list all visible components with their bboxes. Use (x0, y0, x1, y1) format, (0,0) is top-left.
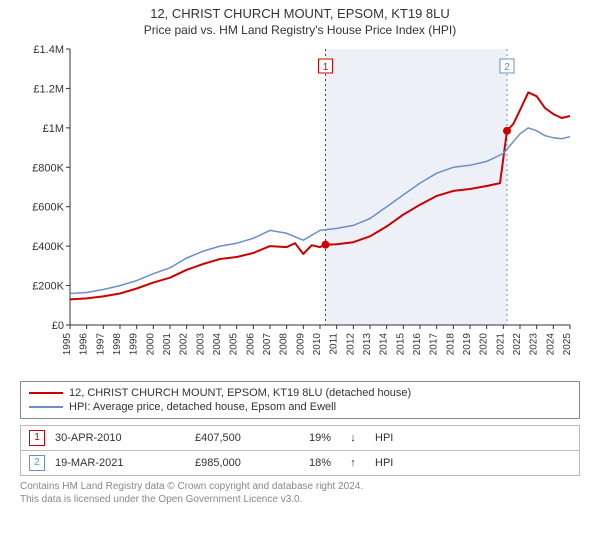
svg-text:2024: 2024 (545, 333, 556, 356)
arrow-down-icon: ↓ (341, 432, 365, 444)
svg-text:2000: 2000 (145, 333, 156, 356)
svg-text:2006: 2006 (245, 333, 256, 356)
svg-text:1999: 1999 (129, 333, 140, 356)
svg-text:£1.2M: £1.2M (33, 83, 64, 95)
svg-text:2020: 2020 (479, 333, 490, 356)
chart-area: £0 £200K £400K £600K £800K £1M £1.2M £1.4M 1995 1… (20, 45, 580, 375)
legend: 12, CHRIST CHURCH MOUNT, EPSOM, KT19 8LU… (20, 381, 580, 419)
svg-text:2017: 2017 (429, 333, 440, 356)
svg-text:2012: 2012 (345, 333, 356, 356)
svg-text:2009: 2009 (295, 333, 306, 356)
svg-text:£400K: £400K (32, 241, 64, 253)
sale-vs-label: HPI (375, 432, 571, 444)
sale-date: 30-APR-2010 (55, 432, 185, 444)
svg-text:£1M: £1M (43, 123, 64, 135)
svg-text:2008: 2008 (279, 333, 290, 356)
svg-text:2022: 2022 (512, 333, 523, 356)
svg-text:1997: 1997 (95, 333, 106, 356)
legend-row: 12, CHRIST CHURCH MOUNT, EPSOM, KT19 8LU… (29, 386, 571, 400)
svg-text:2010: 2010 (312, 333, 323, 356)
sale-marker-number: 1 (34, 433, 40, 443)
svg-text:2016: 2016 (412, 333, 423, 356)
svg-text:2025: 2025 (562, 333, 573, 356)
svg-text:1998: 1998 (112, 333, 123, 356)
svg-text:2007: 2007 (262, 333, 273, 356)
svg-text:1995: 1995 (62, 333, 73, 356)
svg-text:£0: £0 (52, 320, 64, 332)
svg-text:2002: 2002 (179, 333, 190, 356)
svg-text:2019: 2019 (462, 333, 473, 356)
footer-line: Contains HM Land Registry data © Crown c… (20, 480, 580, 493)
table-row: 2 19-MAR-2021 £985,000 18% ↑ HPI (21, 450, 579, 475)
svg-text:2021: 2021 (495, 333, 506, 356)
svg-text:1996: 1996 (79, 333, 90, 356)
svg-text:£1.4M: £1.4M (33, 45, 64, 56)
svg-text:2003: 2003 (195, 333, 206, 356)
svg-text:2013: 2013 (362, 333, 373, 356)
footer: Contains HM Land Registry data © Crown c… (20, 480, 580, 506)
svg-text:2011: 2011 (329, 333, 340, 355)
title-sub: Price paid vs. HM Land Registry's House … (0, 23, 600, 37)
sale-date: 19-MAR-2021 (55, 457, 185, 469)
svg-text:£600K: £600K (32, 202, 64, 214)
chart-container: 12, CHRIST CHURCH MOUNT, EPSOM, KT19 8LU… (0, 0, 600, 560)
legend-label: HPI: Average price, detached house, Epso… (69, 401, 336, 413)
svg-text:1: 1 (323, 62, 329, 73)
legend-row: HPI: Average price, detached house, Epso… (29, 400, 571, 414)
svg-text:2015: 2015 (395, 333, 406, 356)
sale-pct: 19% (295, 432, 331, 444)
svg-text:2018: 2018 (445, 333, 456, 356)
legend-swatch (29, 406, 63, 408)
footer-line: This data is licensed under the Open Gov… (20, 493, 580, 506)
svg-text:2001: 2001 (162, 333, 173, 356)
title-main: 12, CHRIST CHURCH MOUNT, EPSOM, KT19 8LU (0, 6, 600, 21)
table-row: 1 30-APR-2010 £407,500 19% ↓ HPI (21, 426, 579, 450)
title-block: 12, CHRIST CHURCH MOUNT, EPSOM, KT19 8LU… (0, 0, 600, 37)
chart-svg: £0 £200K £400K £600K £800K £1M £1.2M £1.4M 1995 1… (20, 45, 580, 375)
svg-text:2004: 2004 (212, 333, 223, 356)
svg-text:2005: 2005 (229, 333, 240, 356)
svg-text:2014: 2014 (379, 333, 390, 356)
legend-swatch (29, 392, 63, 394)
svg-text:£200K: £200K (32, 281, 64, 293)
sale-marker-icon: 2 (29, 455, 45, 471)
sale-price: £985,000 (195, 457, 285, 469)
sale-vs-label: HPI (375, 457, 571, 469)
sale-marker-number: 2 (34, 458, 40, 468)
arrow-up-icon: ↑ (341, 457, 365, 469)
sale-pct: 18% (295, 457, 331, 469)
sale-marker-icon: 1 (29, 430, 45, 446)
legend-label: 12, CHRIST CHURCH MOUNT, EPSOM, KT19 8LU… (69, 387, 411, 399)
svg-text:2: 2 (504, 62, 510, 73)
svg-text:2023: 2023 (529, 333, 540, 356)
sale-price: £407,500 (195, 432, 285, 444)
svg-text:£800K: £800K (32, 162, 64, 174)
sales-table: 1 30-APR-2010 £407,500 19% ↓ HPI 2 19-MA… (20, 425, 580, 476)
